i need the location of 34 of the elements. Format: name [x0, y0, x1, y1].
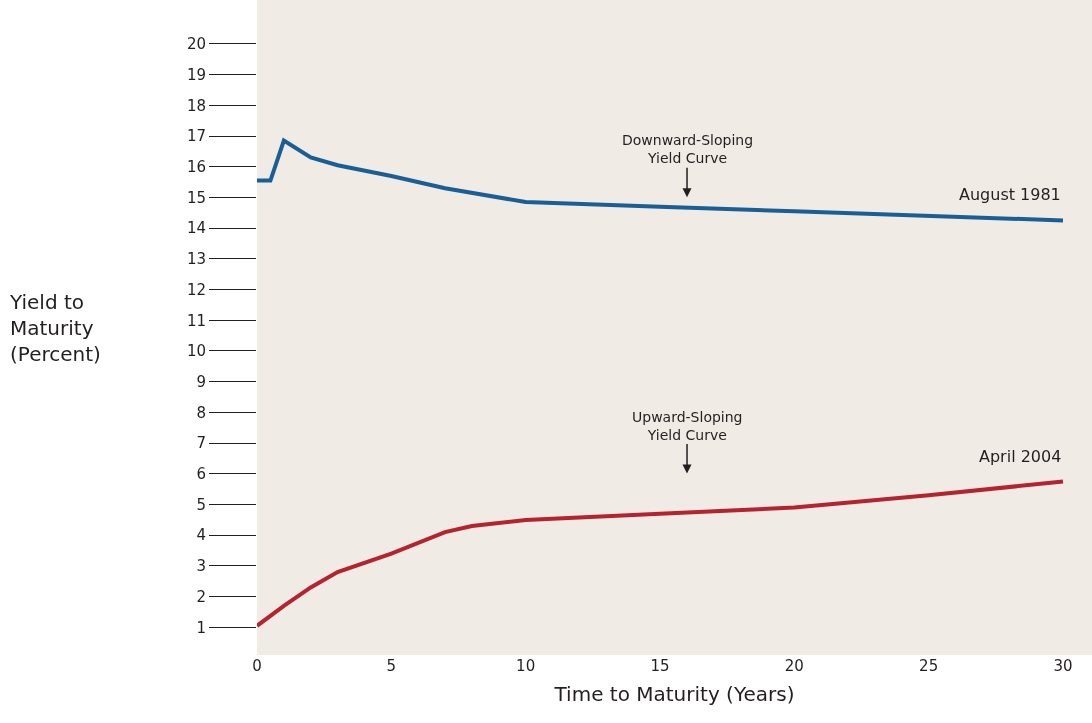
- annotation: Upward-Sloping Yield Curve: [632, 409, 743, 444]
- y-tick-label: 8: [196, 403, 206, 422]
- y-tick-label: 15: [186, 188, 206, 207]
- y-tick-label: 6: [196, 465, 206, 484]
- x-tick-label: 30: [1053, 657, 1073, 675]
- series-label: April 2004: [979, 447, 1062, 466]
- y-tick-label: 10: [186, 342, 206, 361]
- y-tick-label: 14: [186, 219, 206, 238]
- y-tick-label: 20: [186, 35, 206, 54]
- y-tick-label: 5: [196, 495, 206, 514]
- x-tick-label: 10: [516, 657, 536, 675]
- x-tick-label: 5: [386, 657, 397, 675]
- y-tick-label: 9: [196, 372, 206, 391]
- y-tick-label: 13: [186, 250, 206, 269]
- y-tick-label: 12: [186, 280, 206, 299]
- y-tick-label: 1: [196, 618, 206, 637]
- series-label: August 1981: [959, 185, 1061, 204]
- y-tick-label: 18: [186, 96, 206, 115]
- y-axis-title: Yield to Maturity (Percent): [9, 290, 101, 366]
- y-tick-label: 16: [186, 157, 206, 176]
- y-tick-label: 7: [196, 434, 206, 453]
- y-tick-label: 4: [196, 526, 206, 545]
- annotation: Downward-Sloping Yield Curve: [622, 132, 754, 167]
- y-tick-label: 2: [196, 587, 206, 606]
- x-tick-label: 20: [784, 657, 804, 675]
- y-tick-label: 17: [186, 127, 206, 146]
- x-tick-label: 25: [919, 657, 939, 675]
- y-tick-label: 19: [186, 65, 206, 84]
- x-axis-title: Time to Maturity (Years): [553, 681, 795, 706]
- line-series: [257, 479, 1065, 628]
- y-tick-label: 3: [196, 557, 206, 576]
- x-tick-label: 0: [252, 657, 262, 675]
- x-tick-label: 15: [650, 657, 670, 675]
- y-tick-label: 11: [186, 311, 206, 330]
